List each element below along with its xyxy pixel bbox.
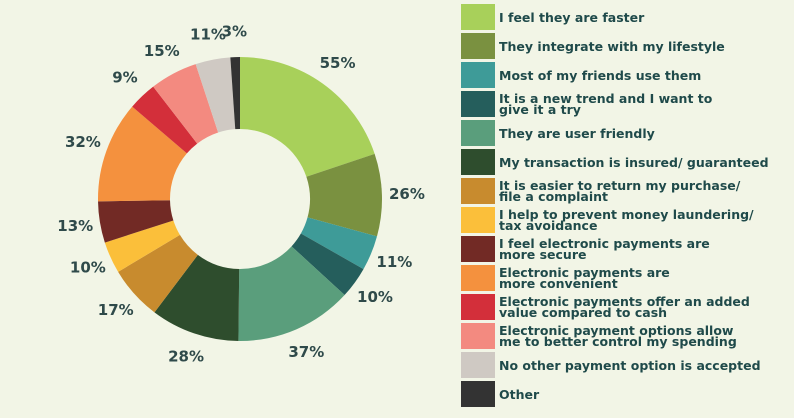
legend-label: My transaction is insured/ guaranteed bbox=[499, 154, 769, 170]
legend-label: They are user friendly bbox=[499, 125, 655, 141]
legend-swatch bbox=[461, 120, 495, 146]
donut-slice bbox=[238, 246, 345, 341]
donut-slice bbox=[300, 217, 377, 270]
data-label: 11% bbox=[376, 253, 412, 271]
legend-swatch bbox=[461, 381, 495, 407]
donut-slice bbox=[104, 220, 180, 272]
legend-swatch bbox=[461, 33, 495, 59]
legend-label: Electronic payment options allow me to b… bbox=[499, 323, 737, 349]
legend-item: They integrate with my lifestyle bbox=[461, 33, 725, 59]
data-label: 37% bbox=[288, 343, 324, 361]
data-label: 10% bbox=[357, 288, 393, 306]
donut-slice bbox=[306, 153, 382, 237]
legend-item: No other payment option is accepted bbox=[461, 352, 761, 378]
donut-slice bbox=[153, 64, 219, 144]
donut-slice bbox=[132, 86, 198, 154]
legend-item: My transaction is insured/ guaranteed bbox=[461, 149, 769, 175]
legend-item: Electronic payments are more convenient bbox=[461, 265, 670, 291]
legend-label: I help to prevent money laundering/ tax … bbox=[499, 207, 754, 233]
data-label: 3% bbox=[222, 23, 247, 41]
legend-swatch bbox=[461, 236, 495, 262]
legend-item: I feel they are faster bbox=[461, 4, 644, 30]
legend-item: I feel electronic payments are more secu… bbox=[461, 236, 710, 262]
donut-slice bbox=[98, 106, 187, 202]
legend-label: They integrate with my lifestyle bbox=[499, 38, 725, 54]
legend-swatch bbox=[461, 207, 495, 233]
data-label: 11% bbox=[190, 26, 226, 44]
legend-label: I feel they are faster bbox=[499, 9, 645, 25]
legend-item: I help to prevent money laundering/ tax … bbox=[461, 207, 754, 233]
data-label: 26% bbox=[389, 185, 425, 203]
legend-item: Other bbox=[461, 381, 539, 407]
legend-label: Most of my friends use them bbox=[499, 67, 702, 83]
legend-label: I feel electronic payments are more secu… bbox=[499, 236, 710, 262]
legend-item: Most of my friends use them bbox=[461, 62, 701, 88]
legend-item: They are user friendly bbox=[461, 120, 655, 146]
donut-slice bbox=[195, 57, 236, 133]
donut-slice bbox=[154, 254, 240, 341]
legend-swatch bbox=[461, 91, 495, 117]
donut-slice bbox=[230, 57, 240, 130]
legend-swatch bbox=[461, 323, 495, 349]
legend-item: Electronic payment options allow me to b… bbox=[461, 323, 737, 349]
legend-label: It is easier to return my purchase/ file… bbox=[499, 178, 741, 204]
legend-swatch bbox=[461, 62, 495, 88]
legend-swatch bbox=[461, 294, 495, 320]
data-label: 9% bbox=[112, 68, 137, 86]
donut-slice bbox=[240, 57, 375, 177]
legend-swatch bbox=[461, 265, 495, 291]
legend-item: It is easier to return my purchase/ file… bbox=[461, 178, 740, 204]
legend-label: Electronic payments offer an added value… bbox=[499, 294, 750, 320]
donut-slice bbox=[118, 234, 198, 313]
legend-label: Other bbox=[499, 386, 540, 402]
legend-item: Electronic payments offer an added value… bbox=[461, 294, 750, 320]
legend-label: It is a new trend and I want to give it … bbox=[499, 91, 713, 117]
legend-swatch bbox=[461, 352, 495, 378]
data-label: 15% bbox=[144, 42, 180, 60]
data-label: 13% bbox=[57, 217, 93, 235]
legend-swatch bbox=[461, 4, 495, 30]
legend-label: No other payment option is accepted bbox=[499, 357, 761, 373]
legend-swatch bbox=[461, 149, 495, 175]
legend-label: Electronic payments are more convenient bbox=[499, 265, 670, 291]
data-label: 10% bbox=[70, 258, 106, 276]
data-label: 32% bbox=[65, 133, 101, 151]
legend-swatch bbox=[461, 178, 495, 204]
data-label: 17% bbox=[98, 301, 134, 319]
legend-item: It is a new trend and I want to give it … bbox=[461, 91, 712, 117]
donut-slice bbox=[98, 200, 174, 243]
donut-slice bbox=[291, 233, 364, 296]
data-label: 55% bbox=[320, 54, 356, 72]
data-label: 28% bbox=[168, 348, 204, 366]
